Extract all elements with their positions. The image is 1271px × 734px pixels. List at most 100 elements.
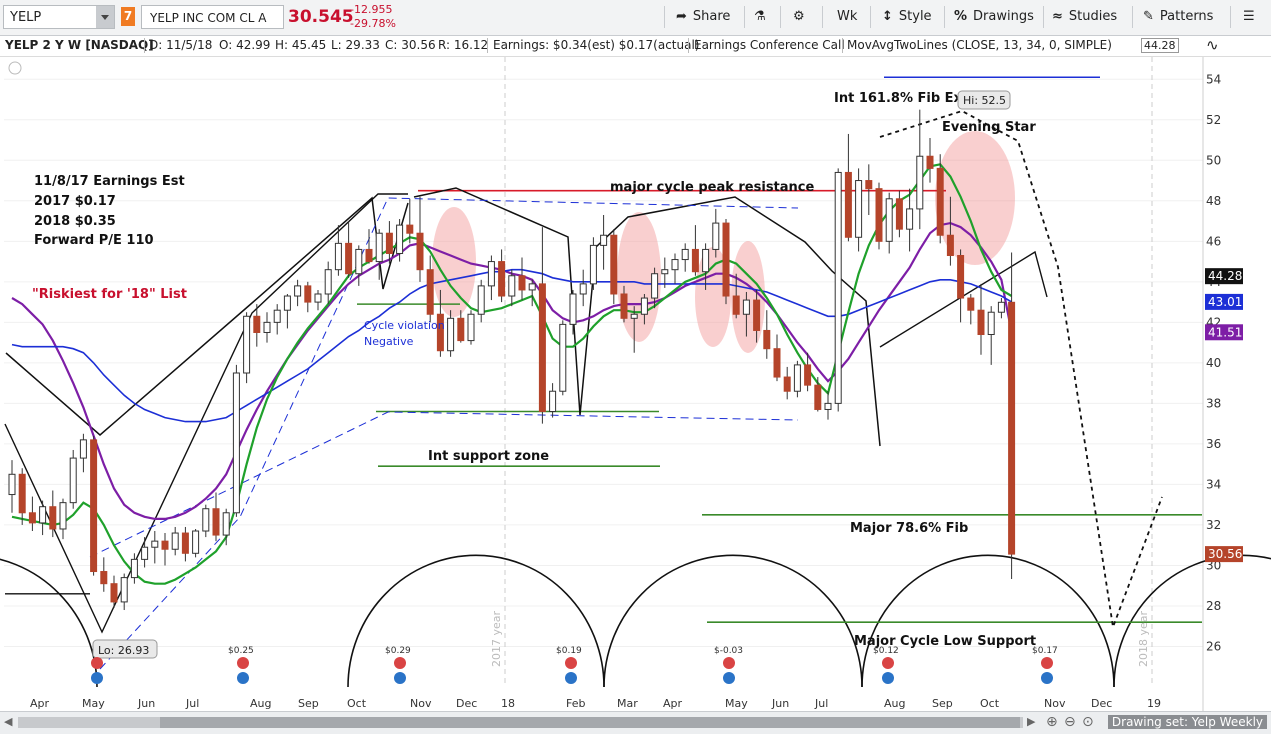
earnings-call-icon <box>1041 657 1053 669</box>
zoom-reset-icon[interactable]: ⊙ <box>1082 714 1094 730</box>
info-open: O: 42.99 <box>219 38 271 52</box>
price-chart[interactable]: 26283032343638404244464850525444.2843.01… <box>0 57 1271 711</box>
candle-body <box>69 457 77 504</box>
drawings-icon: % <box>954 9 968 24</box>
time-tick: Jul <box>185 697 199 710</box>
scroll-right-icon[interactable]: ▶ <box>1027 715 1036 728</box>
candle-body <box>477 285 485 315</box>
price-tick: 32 <box>1206 518 1221 532</box>
candle <box>814 377 822 412</box>
candle-body <box>620 293 628 319</box>
time-tick: Dec <box>456 697 477 710</box>
candle <box>151 531 159 564</box>
candle <box>212 492 220 542</box>
candle <box>559 320 567 396</box>
info-close: C: 30.56 <box>385 38 436 52</box>
candle-body <box>416 232 424 271</box>
candle-body <box>987 311 995 336</box>
candle <box>436 289 444 357</box>
time-tick: Mar <box>617 697 638 710</box>
share-button[interactable]: ➦ Share <box>676 5 730 29</box>
menu-button[interactable]: ☰ <box>1243 5 1261 29</box>
candle <box>508 269 516 307</box>
zoom-in-icon[interactable]: ⊕ <box>1046 714 1058 730</box>
candle <box>273 304 281 335</box>
candle-body <box>753 299 761 331</box>
chart-scrollbar[interactable]: ◀ ▶ ⊕ ⊖ ⊙ Drawing set: Yelp Weekly <box>0 711 1271 734</box>
earnings-call-icon <box>394 657 406 669</box>
time-tick: Dec <box>1091 697 1112 710</box>
price-tag: 30.56 <box>1208 547 1242 561</box>
trend-icon[interactable]: ∿ <box>1206 36 1219 54</box>
earnings-call-icon <box>91 657 103 669</box>
time-tick: 18 <box>501 697 515 710</box>
drawing-set[interactable]: Drawing set: Yelp Weekly <box>1107 715 1267 729</box>
timeframe-button[interactable]: Wk <box>837 9 858 24</box>
horizontal-levels <box>5 76 1202 623</box>
settings-button[interactable]: ⚙ <box>793 5 811 29</box>
candle <box>232 364 240 517</box>
cycle-line <box>5 196 409 436</box>
candle <box>385 221 393 264</box>
candle-body <box>773 348 781 378</box>
price-tick: 54 <box>1206 72 1221 86</box>
zoom-out-icon[interactable]: ⊖ <box>1064 714 1076 730</box>
style-button[interactable]: ↕ Style <box>882 5 932 29</box>
price-tick: 50 <box>1206 153 1221 167</box>
candle <box>620 285 628 323</box>
earnings-note: Forward P/E 110 <box>34 233 154 248</box>
candle <box>906 188 914 252</box>
candle-body <box>600 234 608 246</box>
link-group-badge[interactable]: 7 <box>121 7 135 26</box>
candle-body <box>100 571 108 585</box>
scroll-left-icon[interactable]: ◀ <box>4 715 13 728</box>
candle <box>28 496 36 532</box>
candle <box>946 196 954 266</box>
candle-body <box>90 439 98 573</box>
candle <box>610 229 618 305</box>
candle-body <box>151 540 159 548</box>
candle <box>263 312 271 343</box>
earnings-call-icon <box>237 657 249 669</box>
candle-body <box>651 273 659 299</box>
hi-label-bg <box>957 90 1011 110</box>
scroll-thumb[interactable] <box>160 717 1020 728</box>
drawings-button[interactable]: % Drawings <box>954 5 1034 29</box>
candle-body <box>936 167 944 236</box>
candle-body <box>345 242 353 275</box>
price-tag-bg <box>1205 324 1243 341</box>
candle <box>936 154 944 244</box>
flask-button[interactable]: ⚗ <box>754 5 772 29</box>
patterns-button[interactable]: ✎ Patterns <box>1143 5 1213 29</box>
price-tag: 41.51 <box>1208 325 1242 339</box>
candle <box>691 225 699 276</box>
candle-body <box>130 558 138 579</box>
candle-body <box>79 439 87 459</box>
candle-body <box>498 261 506 297</box>
candle-body <box>8 473 16 496</box>
studies-button[interactable]: ≈ Studies <box>1052 5 1117 29</box>
time-tick: Apr <box>663 697 683 710</box>
candle-body <box>294 285 302 297</box>
candle <box>345 221 353 278</box>
candle <box>406 198 414 244</box>
info-earnings: Earnings: $0.34(est) $0.17(actual) <box>493 38 700 52</box>
candle-body <box>110 583 118 603</box>
candle-body <box>732 295 740 315</box>
candle-body <box>365 248 373 263</box>
candle-body <box>1008 301 1016 555</box>
earnings-icon <box>1041 672 1053 684</box>
candle-body <box>528 283 536 291</box>
info-high: H: 45.45 <box>275 38 327 52</box>
change-value: -12.955 <box>350 3 393 16</box>
symbol-dropdown-icon[interactable] <box>96 6 114 28</box>
candle <box>396 219 404 262</box>
candle-body <box>457 317 465 342</box>
symbol-input[interactable]: YELP <box>3 5 115 29</box>
candle-body <box>253 315 261 333</box>
candle <box>855 168 863 252</box>
channel-line <box>89 411 799 558</box>
share-icon: ➦ <box>676 9 687 24</box>
candle-body <box>396 224 404 254</box>
candle-body <box>804 364 812 386</box>
